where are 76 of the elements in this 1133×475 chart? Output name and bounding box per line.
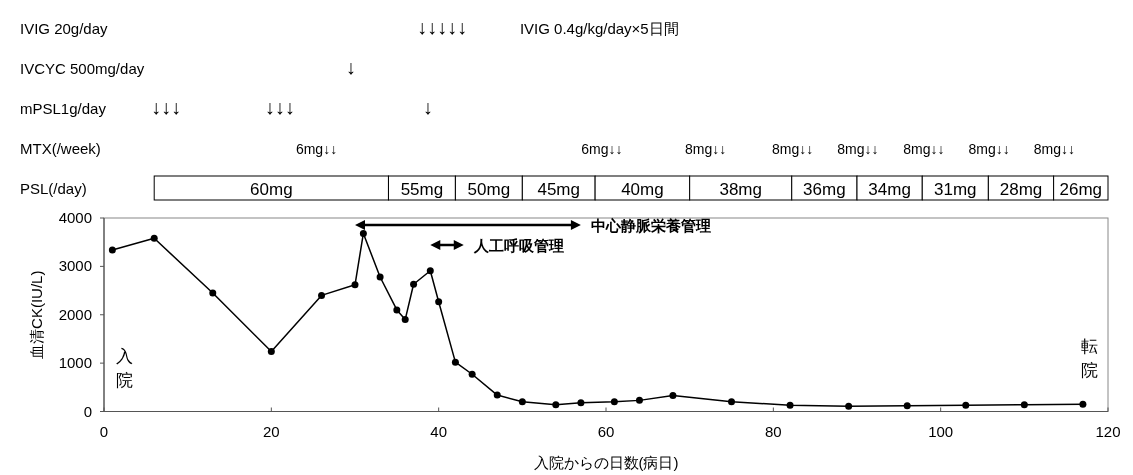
point <box>669 392 677 400</box>
point <box>728 398 735 406</box>
annotation: 8mg↓↓ <box>1033 141 1076 157</box>
annotation: 8mg↓↓ <box>837 141 879 157</box>
point <box>518 398 526 406</box>
annotation: 人工呼吸管理 <box>472 237 564 254</box>
series-label: 38mg <box>719 180 762 199</box>
annotation: 転院 <box>1081 336 1099 380</box>
annotation: IVIG 0.4g/kg/day×5日間 <box>519 20 679 37</box>
annotation: ↓ <box>345 56 356 78</box>
y-tick-label: 0 <box>83 402 92 420</box>
y-tick-label: mPSL1g/day <box>20 100 107 117</box>
point <box>962 401 970 409</box>
series-label: 28mg <box>999 180 1043 199</box>
point <box>610 398 618 406</box>
point <box>209 289 217 297</box>
point <box>1020 401 1028 409</box>
annotation: 8mg↓↓ <box>903 141 945 157</box>
point <box>577 399 585 407</box>
point <box>451 358 459 366</box>
annotation: ↓↓↓↓↓ <box>417 16 468 38</box>
point <box>318 291 326 299</box>
annotation: ↓↓↓ <box>150 96 181 118</box>
y-tick-label: 1000 <box>58 354 92 372</box>
annotation: 6mg↓↓ <box>581 141 623 157</box>
point <box>108 246 116 254</box>
annotation: 6mg↓↓ <box>295 141 338 157</box>
x-tick-label: 20 <box>262 422 280 440</box>
y-tick-label: 3000 <box>58 257 92 275</box>
series-label: 31mg <box>934 180 977 199</box>
point <box>845 402 853 410</box>
annotation: ↓↓↓ <box>264 96 295 118</box>
point <box>552 401 560 409</box>
series-label: 26mg <box>1059 180 1103 199</box>
series-label: 45mg <box>537 180 580 199</box>
point <box>150 234 158 242</box>
y-tick-label: MTX(/week) <box>20 140 101 157</box>
x-tick-label: 80 <box>764 422 782 440</box>
point <box>635 396 643 404</box>
annotation: 8mg↓↓ <box>968 141 1010 157</box>
point <box>376 273 384 281</box>
x-tick-label: 100 <box>928 422 954 440</box>
series-label: 36mg <box>803 180 846 199</box>
point <box>493 391 501 399</box>
y-tick-label: 2000 <box>58 305 92 323</box>
point <box>351 281 359 289</box>
x-tick-label: 120 <box>1095 422 1121 440</box>
series-label: 60mg <box>250 180 293 199</box>
annotation: 8mg↓↓ <box>771 141 814 157</box>
series-label: 34mg <box>868 180 911 199</box>
point <box>435 298 443 306</box>
annotation: ↓ <box>422 96 433 118</box>
annotation: 中心静脈栄養管理 <box>590 217 711 234</box>
point <box>426 267 434 275</box>
series-label: 55mg <box>400 180 444 199</box>
point <box>401 316 409 324</box>
series-label: 50mg <box>467 180 511 199</box>
point <box>393 306 401 314</box>
x-tick-label: 60 <box>597 422 615 440</box>
x-tick-label: 40 <box>430 422 448 440</box>
y-axis-title: 血清CK(IU/L) <box>28 270 45 359</box>
series-label: 40mg <box>621 180 664 199</box>
y-tick-label: PSL(/day) <box>20 180 87 197</box>
point <box>786 401 794 409</box>
y-tick-label: IVCYC 500mg/day <box>20 60 145 77</box>
annotation: 8mg↓↓ <box>684 141 727 157</box>
point <box>359 229 367 237</box>
point <box>1079 400 1087 408</box>
point <box>410 280 418 288</box>
annotation: 入院 <box>115 347 133 391</box>
point <box>468 370 476 378</box>
y-tick-label: 4000 <box>58 209 92 226</box>
x-axis-title: 入院からの日数(病日) <box>533 454 679 471</box>
point <box>267 348 275 356</box>
point <box>903 402 911 410</box>
y-tick-label: IVIG 20g/day <box>20 20 109 37</box>
